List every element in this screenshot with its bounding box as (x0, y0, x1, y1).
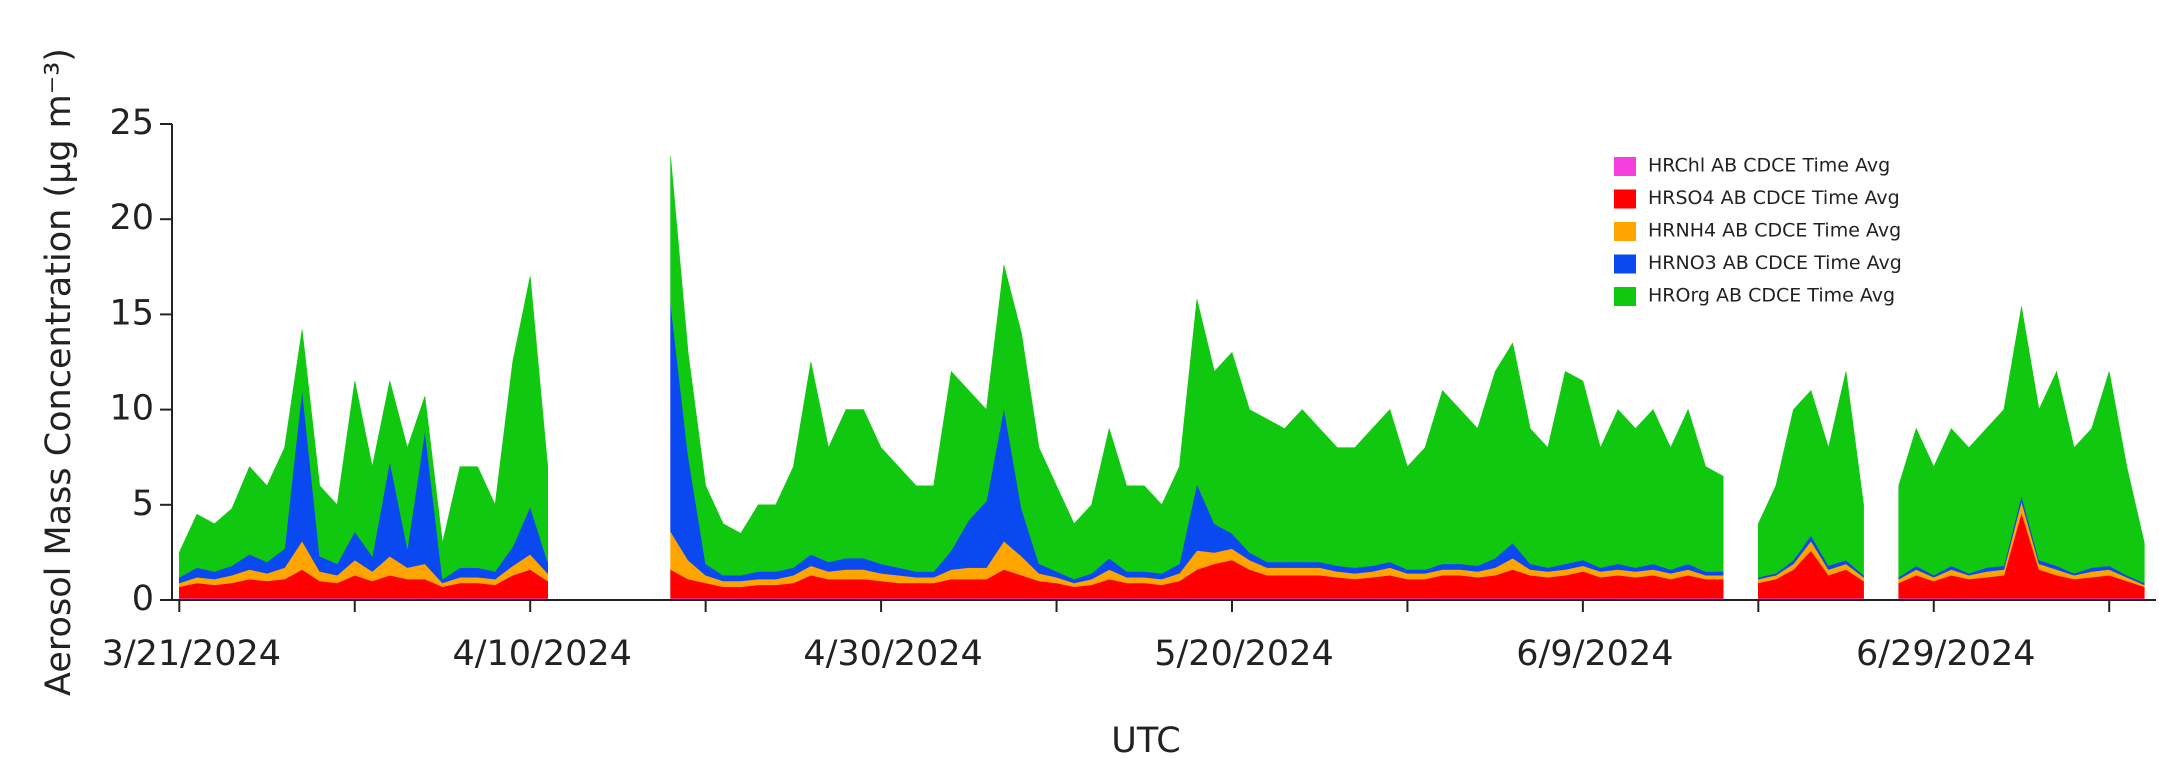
x-tick-label: 6/29/2024 (1856, 634, 2035, 674)
legend-label: HROrg AB CDCE Time Avg (1648, 285, 1895, 307)
x-tick-label: 4/10/2024 (452, 634, 631, 674)
legend-label: HRChl AB CDCE Time Avg (1648, 155, 1890, 177)
y-tick-label: 0 (132, 579, 154, 619)
legend-swatch (1614, 157, 1636, 176)
y-tick-label: 5 (132, 484, 154, 524)
x-tick-label: 6/9/2024 (1516, 634, 1673, 674)
y-tick-label: 20 (109, 198, 154, 238)
area-4 (1758, 371, 1864, 578)
legend-swatch (1614, 287, 1636, 306)
x-axis-title: UTC (1111, 721, 1180, 759)
y-tick-label: 15 (109, 293, 154, 333)
legend-label: HRNO3 AB CDCE Time Avg (1648, 252, 1902, 274)
x-tick-label: 4/30/2024 (803, 634, 982, 674)
legend-label: HRSO4 AB CDCE Time Avg (1648, 187, 1900, 209)
y-tick-label: 10 (109, 389, 154, 429)
area-4 (179, 276, 548, 580)
legend-label: HRNH4 AB CDCE Time Avg (1648, 220, 1901, 242)
legend-swatch (1614, 189, 1636, 209)
x-tick-label: 5/20/2024 (1154, 634, 1333, 674)
area-4 (1898, 306, 2145, 584)
area-4 (670, 156, 1724, 580)
legend-swatch (1614, 222, 1636, 241)
x-tick-label: 3/21/2024 (102, 634, 281, 674)
legend-swatch (1614, 254, 1636, 274)
y-tick-label: 25 (109, 103, 154, 143)
y-axis-title: Aerosol Mass Concentration (µg m⁻³) (39, 48, 79, 696)
